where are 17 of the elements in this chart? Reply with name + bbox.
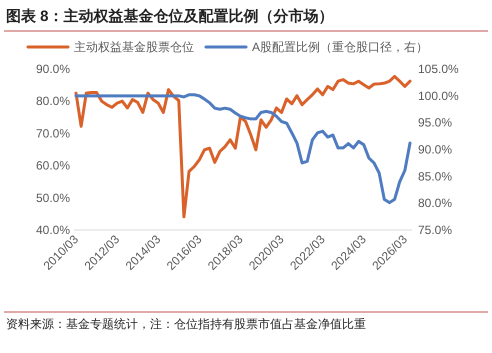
y-tick-label: 70.0% xyxy=(36,126,70,140)
legend-label: A股配置比例（重仓股口径，右） xyxy=(252,40,428,54)
y2-tick-label: 80.0% xyxy=(418,196,452,210)
y2-tick-label: 105.0% xyxy=(418,62,460,76)
legend-label: 主动权益基金股票仓位 xyxy=(74,40,194,54)
title: 图表 8：主动权益基金仓位及配置比例（分市场） xyxy=(6,8,334,25)
y2-tick-label: 85.0% xyxy=(418,169,452,184)
y-tick-label: 60.0% xyxy=(36,158,70,173)
y-tick-label: 50.0% xyxy=(36,190,70,205)
y2-tick-label: 100.0% xyxy=(418,88,460,103)
y-tick-label: 80.0% xyxy=(36,94,70,108)
y2-tick-label: 75.0% xyxy=(418,223,452,237)
y-tick-label: 90.0% xyxy=(36,62,70,76)
y-tick-label: 40.0% xyxy=(36,223,70,237)
y2-tick-label: 95.0% xyxy=(418,116,452,130)
y2-tick-label: 90.0% xyxy=(418,142,452,156)
text: 资料来源：基金专题统计，注：仓位指持有股票市值占基金净值比重 xyxy=(6,317,366,331)
